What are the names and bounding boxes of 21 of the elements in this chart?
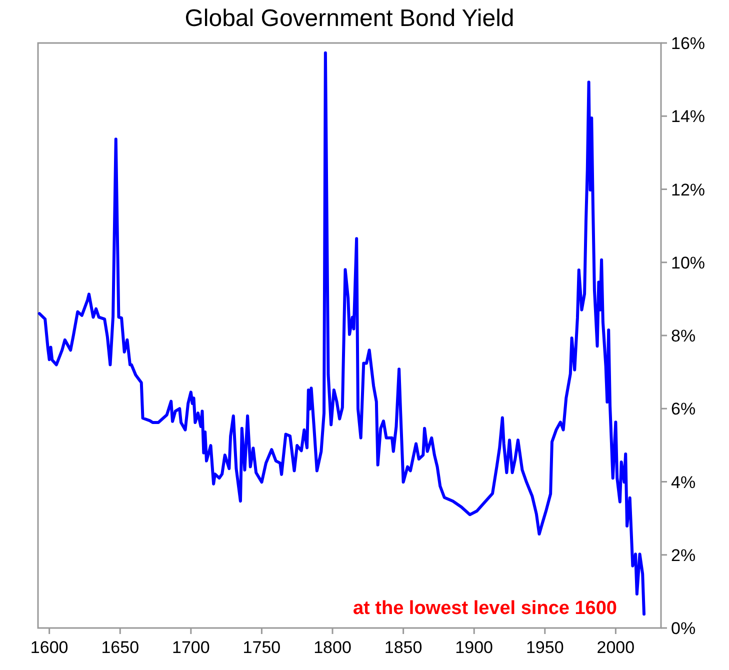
y-tick-label: 10% [671, 253, 706, 272]
x-tick-label: 2000 [596, 638, 635, 657]
y-tick-label: 2% [671, 546, 696, 565]
x-tick-label: 1900 [455, 638, 494, 657]
y-tick-label: 16% [671, 34, 706, 53]
x-tick-label: 1700 [172, 638, 210, 657]
x-tick-label: 1950 [526, 638, 564, 657]
annotation: at the lowest level since 1600 [352, 598, 617, 619]
chart-title: Global Government Bond Yield [184, 5, 514, 32]
y-tick-label: 6% [671, 400, 696, 419]
y-tick-label: 0% [671, 619, 696, 638]
x-tick-label: 1600 [30, 638, 68, 657]
x-tick-label: 1750 [242, 638, 281, 657]
x-tick-label: 1850 [384, 638, 422, 657]
y-tick-label: 4% [671, 472, 696, 492]
y-tick-label: 12% [671, 180, 706, 200]
y-tick-label: 14% [671, 107, 706, 126]
x-tick-label: 1800 [314, 638, 352, 657]
x-tick-label: 1650 [101, 638, 140, 657]
y-tick-label: 8% [671, 326, 696, 346]
line-series [38, 51, 646, 616]
